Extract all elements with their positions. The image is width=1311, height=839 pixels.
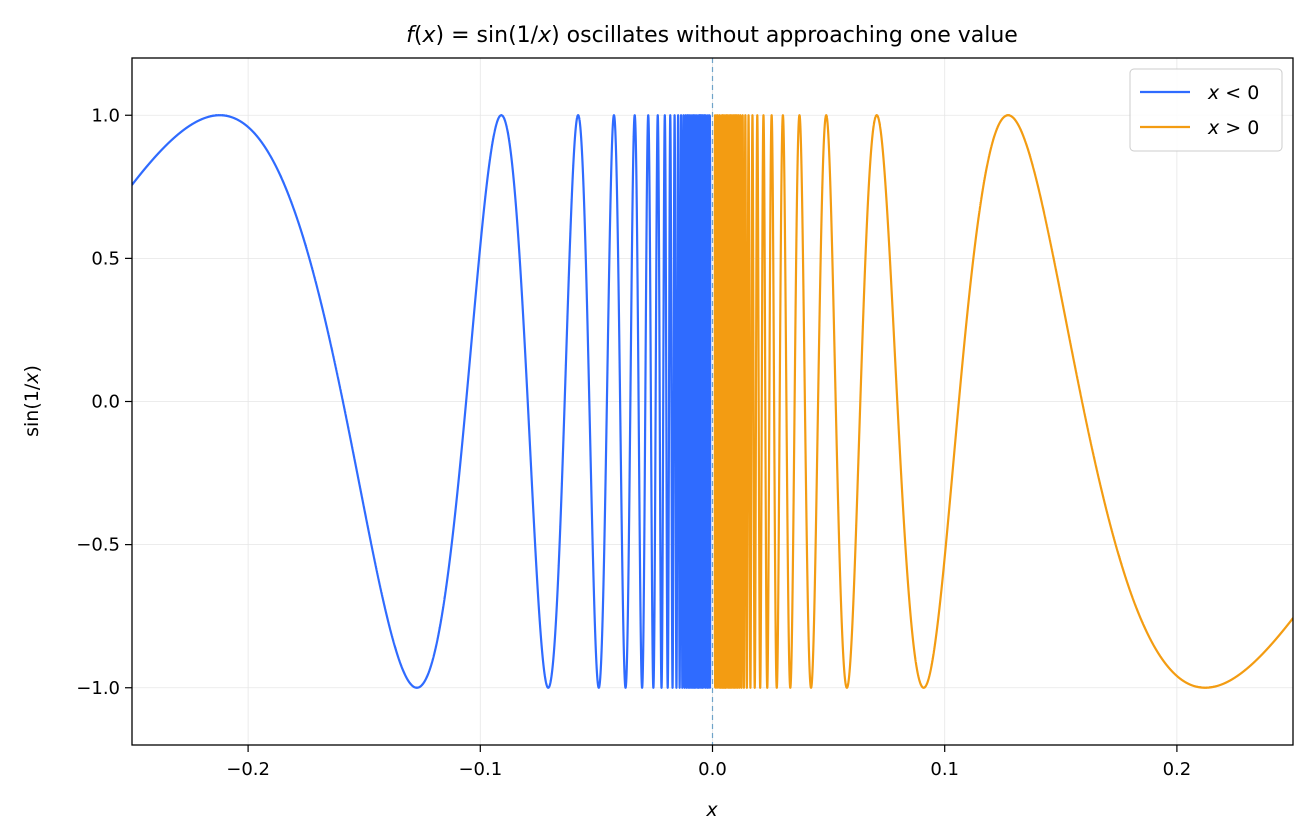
x-axis-label: x [705, 799, 718, 821]
y-axis-label: sin(1/x) [21, 365, 43, 437]
legend-label-positive: x > 0 [1207, 117, 1259, 139]
legend: x < 0 x > 0 [1129, 68, 1283, 152]
chart-title: f(x) = sin(1/x) oscillates without appro… [406, 23, 1018, 48]
x-tick-label: −0.1 [458, 759, 502, 780]
legend-label-negative: x < 0 [1207, 82, 1259, 104]
y-tick-label: 1.0 [91, 105, 120, 126]
y-tick-label: −1.0 [76, 678, 120, 699]
x-axis-ticks: −0.2 −0.1 0.0 0.1 0.2 [226, 745, 1191, 780]
y-axis-ticks: 1.0 0.5 0.0 −0.5 −1.0 [76, 105, 132, 699]
legend-box [1129, 68, 1283, 152]
series-layer [132, 114, 1293, 689]
y-tick-label: 0.5 [91, 248, 120, 269]
y-tick-label: −0.5 [76, 535, 120, 556]
series-line-negative [132, 114, 712, 689]
x-tick-label: 0.0 [698, 759, 727, 780]
series-line-positive [713, 114, 1293, 689]
x-tick-label: −0.2 [226, 759, 270, 780]
x-tick-label: 0.1 [930, 759, 959, 780]
x-tick-label: 0.2 [1163, 759, 1192, 780]
y-tick-label: 0.0 [91, 392, 120, 413]
